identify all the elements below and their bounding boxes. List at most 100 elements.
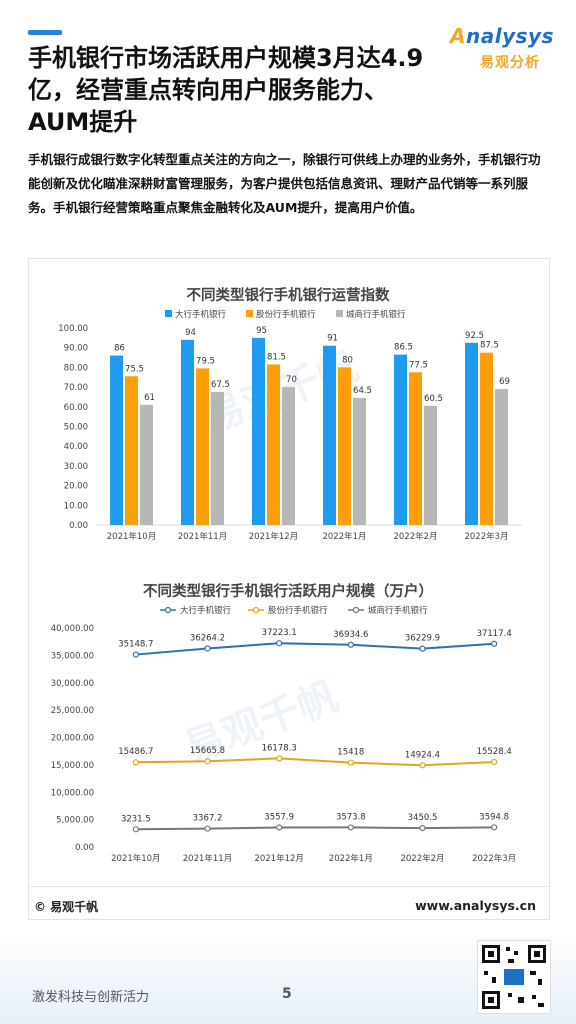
- bar-y-tick-label: 100.00: [58, 324, 88, 334]
- line-x-tick-label: 2021年11月: [183, 853, 232, 864]
- line-point: [204, 758, 211, 765]
- line-y-tick-label: 20,000.00: [51, 734, 94, 744]
- line-point: [419, 645, 426, 652]
- bar-x-tick-label: 2022年1月: [322, 531, 366, 542]
- line-data-label: 37117.4: [477, 629, 512, 639]
- bar-legend-swatch: [336, 310, 343, 317]
- bar-legend-label: 城商行手机银行: [346, 309, 406, 320]
- line-data-label: 15418: [337, 748, 364, 758]
- line-data-label: 36264.2: [190, 633, 225, 643]
- line-data-label: 15665.8: [190, 746, 225, 756]
- line-point: [132, 826, 139, 833]
- line-point: [347, 759, 354, 766]
- bar-y-tick-label: 50.00: [64, 423, 88, 433]
- bar-data-label: 80: [342, 355, 353, 365]
- bar-y-tick-label: 10.00: [64, 501, 88, 511]
- bar: [424, 405, 437, 525]
- line-point: [204, 645, 211, 652]
- line-legend-marker: [352, 606, 360, 614]
- line-point: [491, 758, 498, 766]
- bar-data-label: 87.5: [480, 341, 499, 351]
- bar-y-tick-label: 30.00: [64, 462, 88, 472]
- bar-y-tick-label: 20.00: [64, 482, 88, 492]
- bar-data-label: 77.5: [409, 360, 428, 370]
- line-y-tick-label: 35,000.00: [51, 651, 94, 661]
- bar-data-label: 69: [499, 377, 510, 387]
- line-series: [135, 757, 495, 767]
- line-data-label: 15486.7: [118, 747, 153, 757]
- bar: [211, 392, 224, 525]
- logo-wordmark: nalysys: [466, 24, 554, 48]
- bar-data-label: 86: [114, 344, 125, 354]
- card-divider: [28, 886, 548, 887]
- bar-x-tick-label: 2021年12月: [249, 531, 298, 542]
- bar: [323, 345, 336, 525]
- line-point: [276, 824, 283, 831]
- page-number: 5: [282, 986, 292, 1002]
- line-x-tick-label: 2022年1月: [329, 853, 373, 864]
- line-legend-label: 城商行手机银行: [368, 605, 428, 616]
- bar-data-label: 94: [185, 328, 196, 338]
- analysys-logo: Analysys 易观分析: [434, 24, 554, 84]
- logo-subtitle: 易观分析: [480, 55, 540, 71]
- bar: [480, 352, 493, 525]
- line-point: [276, 755, 283, 762]
- copyright: © 易观千帆: [34, 900, 99, 914]
- bar: [338, 367, 351, 525]
- line-point: [132, 759, 139, 766]
- bar-data-label: 91: [327, 334, 338, 344]
- bar-chart-title: 不同类型银行手机银行运营指数: [187, 286, 390, 304]
- footer-slogan: 激发科技与创新活力: [32, 990, 150, 1005]
- line-data-label: 3367.2: [193, 814, 223, 824]
- qr-code-icon: [482, 945, 546, 1009]
- line-x-tick-label: 2022年3月: [472, 853, 516, 864]
- line-y-tick-label: 40,000.00: [51, 624, 94, 634]
- line-legend-marker: [252, 606, 260, 614]
- line-data-label: 3231.5: [121, 814, 151, 824]
- intro-paragraph: 手机银行成银行数字化转型重点关注的方向之一，除银行可供线上办理的业务外，手机银行…: [28, 152, 541, 215]
- bar: [353, 397, 366, 525]
- bar-data-label: 75.5: [125, 364, 144, 374]
- bar-data-label: 64.5: [353, 386, 372, 396]
- bar-data-label: 92.5: [465, 331, 484, 341]
- line-series: [135, 826, 495, 831]
- bar: [125, 376, 138, 525]
- line-data-label: 3594.8: [479, 812, 509, 822]
- bar-y-tick-label: 40.00: [64, 442, 88, 452]
- bar: [394, 354, 407, 525]
- bar: [110, 355, 123, 525]
- line-point: [491, 640, 498, 647]
- line-legend-marker: [164, 606, 172, 614]
- line-y-tick-label: 25,000.00: [51, 706, 94, 716]
- qr-code: [477, 940, 551, 1014]
- line-y-tick-label: 5,000.00: [56, 816, 94, 826]
- bar-data-label: 81.5: [267, 352, 286, 362]
- bar-legend-swatch: [165, 310, 172, 317]
- title-accent-bar: [28, 30, 62, 35]
- line-y-tick-label: 0.00: [75, 843, 94, 853]
- line-data-label: 37223.1: [262, 628, 297, 638]
- bar: [140, 404, 153, 525]
- bar: [267, 364, 280, 525]
- bar: [465, 342, 478, 525]
- bar-data-label: 95: [256, 326, 267, 336]
- line-point: [132, 651, 139, 658]
- line-data-label: 36229.9: [405, 634, 440, 644]
- line-data-label: 3450.5: [408, 813, 438, 823]
- bar: [495, 389, 508, 525]
- website-link[interactable]: www.analysys.cn: [415, 898, 536, 913]
- page-title: 手机银行市场活跃用户规模3月达4.9亿，经营重点转向用户服务能力、AUM提升: [28, 44, 424, 136]
- line-x-tick-label: 2021年12月: [254, 853, 303, 864]
- line-series: [135, 642, 495, 656]
- bar-y-tick-label: 60.00: [64, 403, 88, 413]
- bar-x-tick-label: 2022年2月: [393, 531, 437, 542]
- line-data-label: 3557.9: [264, 813, 294, 823]
- bar-y-tick-label: 70.00: [64, 383, 88, 393]
- line-data-label: 36934.6: [333, 630, 368, 640]
- bar: [409, 372, 422, 525]
- line-y-tick-label: 15,000.00: [51, 761, 94, 771]
- bar-data-label: 60.5: [424, 394, 443, 404]
- line-data-label: 14924.4: [405, 750, 440, 760]
- bar-y-tick-label: 0.00: [69, 521, 88, 531]
